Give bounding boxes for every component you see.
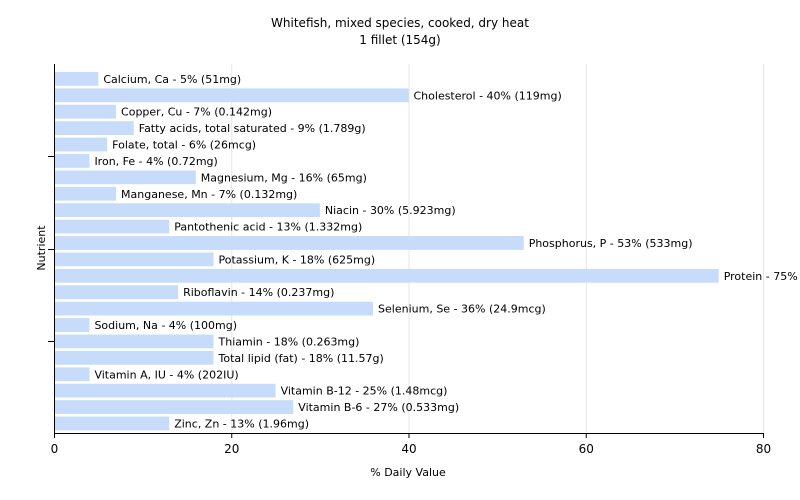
bar-7 <box>55 186 117 201</box>
bars-group <box>55 72 719 431</box>
bar-label-18: Vitamin A, IU - 4% (202IU) <box>94 368 238 381</box>
bar-label-4: Folate, total - 6% (26mcg) <box>112 139 256 152</box>
bar-9 <box>55 219 170 234</box>
bar-label-17: Total lipid (fat) - 18% (11.57g) <box>218 352 384 365</box>
x-axis-title: % Daily Value <box>370 466 446 479</box>
bar-label-19: Vitamin B-12 - 25% (1.48mcg) <box>281 385 448 398</box>
bar-15 <box>55 318 90 332</box>
bar-6 <box>55 170 196 185</box>
bar-label-12: Protein - 75% (37.68g) <box>724 270 800 283</box>
bar-18 <box>55 367 90 382</box>
bar-label-11: Potassium, K - 18% (625mg) <box>219 253 376 266</box>
bar-17 <box>55 350 214 365</box>
bar-label-8: Niacin - 30% (5.923mg) <box>325 204 456 217</box>
bar-label-14: Selenium, Se - 36% (24.9mcg) <box>378 303 546 316</box>
bar-label-3: Fatty acids, total saturated - 9% (1.789… <box>139 122 366 135</box>
bar-2 <box>55 104 117 119</box>
bar-20 <box>55 400 294 414</box>
bar-12 <box>55 268 719 283</box>
bar-label-6: Magnesium, Mg - 16% (65mg) <box>201 171 367 184</box>
bar-10 <box>55 236 524 250</box>
bar-8 <box>55 203 320 218</box>
bar-label-2: Copper, Cu - 7% (0.142mg) <box>121 106 272 119</box>
bar-14 <box>55 301 374 316</box>
bar-19 <box>55 383 276 398</box>
bar-label-10: Phosphorus, P - 53% (533mg) <box>529 237 693 250</box>
x-tick-label-1: 20 <box>224 442 239 456</box>
bar-21 <box>55 416 170 431</box>
bar-1 <box>55 88 409 103</box>
bar-11 <box>55 252 214 267</box>
x-tick-label-4: 80 <box>756 442 771 456</box>
bar-label-1: Cholesterol - 40% (119mg) <box>414 89 562 102</box>
y-axis-title: Nutrient <box>35 225 48 271</box>
x-tick-labels: 0 20 40 60 80 <box>51 442 771 456</box>
bar-label-15: Sodium, Na - 4% (100mg) <box>94 319 237 332</box>
bar-4 <box>55 137 108 152</box>
x-tick-label-2: 40 <box>401 442 416 456</box>
bar-label-21: Zinc, Zn - 13% (1.96mg) <box>174 417 309 430</box>
chart-subtitle: 1 fillet (154g) <box>359 33 440 47</box>
bar-0 <box>55 72 99 86</box>
bar-label-16: Thiamin - 18% (0.263mg) <box>218 335 360 348</box>
x-tick-label-3: 60 <box>579 442 594 456</box>
bar-label-7: Manganese, Mn - 7% (0.132mg) <box>121 188 297 201</box>
bar-label-9: Pantothenic acid - 13% (1.332mg) <box>174 221 362 234</box>
axes-group <box>48 64 764 438</box>
bar-16 <box>55 334 214 349</box>
x-tick-label-0: 0 <box>51 442 59 456</box>
chart-title: Whitefish, mixed species, cooked, dry he… <box>271 16 529 30</box>
bar-label-5: Iron, Fe - 4% (0.72mg) <box>94 155 217 168</box>
bar-3 <box>55 121 134 136</box>
bar-5 <box>55 154 90 168</box>
bar-13 <box>55 285 179 300</box>
bar-label-20: Vitamin B-6 - 27% (0.533mg) <box>298 401 459 414</box>
bar-label-0: Calcium, Ca - 5% (51mg) <box>103 73 241 86</box>
bar-label-13: Riboflavin - 14% (0.237mg) <box>183 286 334 299</box>
bar-labels-group: Calcium, Ca - 5% (51mg) Cholesterol - 40%… <box>94 73 800 431</box>
